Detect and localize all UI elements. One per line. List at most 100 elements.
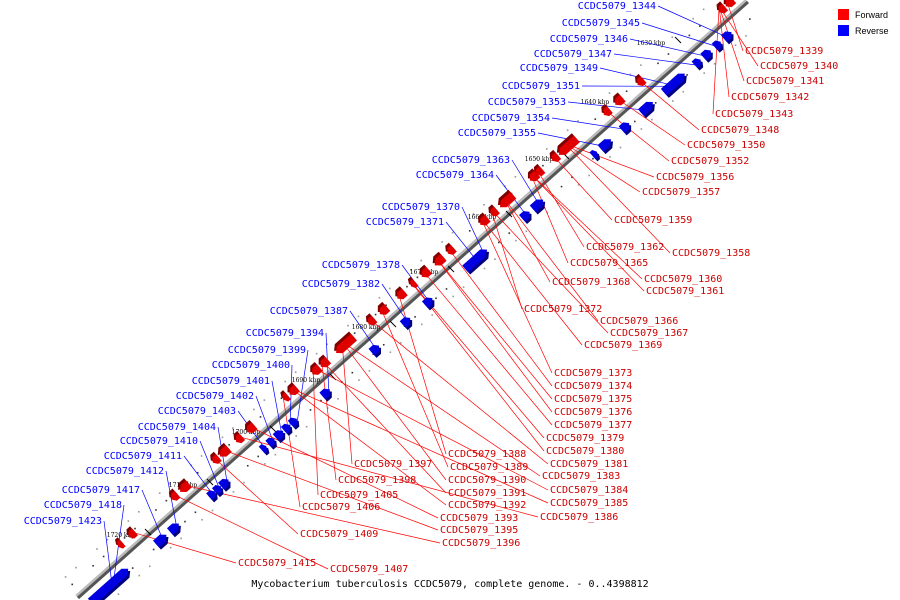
tick-mark bbox=[269, 425, 277, 433]
forward-gene-label: CCDC5079_1391 bbox=[448, 488, 526, 499]
minor-gene-marker bbox=[117, 593, 120, 595]
forward-gene bbox=[480, 214, 491, 226]
reverse-gene-leader bbox=[657, 5, 731, 40]
minor-gene-marker bbox=[515, 239, 517, 242]
minor-gene-marker bbox=[152, 548, 155, 551]
minor-gene-marker bbox=[280, 397, 283, 400]
tick-label: 1640 kbp bbox=[581, 99, 610, 106]
minor-gene-marker bbox=[382, 343, 385, 346]
minor-gene-marker bbox=[713, 62, 716, 65]
minor-gene-marker bbox=[640, 128, 643, 130]
minor-gene-marker bbox=[196, 471, 199, 474]
forward-gene bbox=[336, 333, 357, 354]
minor-gene-marker bbox=[699, 25, 701, 27]
reverse-gene bbox=[637, 101, 653, 116]
reverse-gene bbox=[265, 437, 275, 448]
forward-gene-label: CCDC5079_1373 bbox=[554, 368, 632, 379]
minor-gene-marker bbox=[494, 258, 496, 261]
reverse-gene bbox=[211, 485, 222, 495]
reverse-gene-label: CCDC5079_1344 bbox=[578, 1, 656, 12]
forward-gene-leader bbox=[490, 208, 609, 334]
minor-gene-marker bbox=[414, 316, 416, 318]
tick-mark bbox=[505, 210, 513, 218]
forward-gene-label: CCDC5079_1381 bbox=[550, 459, 628, 470]
reverse-gene-leader bbox=[271, 380, 283, 438]
minor-gene-marker bbox=[228, 444, 230, 446]
forward-gene-label: CCDC5079_1359 bbox=[614, 215, 692, 226]
reverse-gene bbox=[87, 568, 129, 600]
minor-gene-marker bbox=[232, 491, 235, 493]
legend-forward-label: Forward bbox=[855, 10, 888, 20]
reverse-gene-label: CCDC5079_1353 bbox=[488, 97, 566, 108]
forward-gene-label: CCDC5079_1386 bbox=[540, 512, 618, 523]
minor-gene-marker bbox=[409, 269, 412, 271]
minor-gene-marker bbox=[169, 546, 172, 549]
forward-gene-leader bbox=[490, 209, 523, 310]
minor-gene-marker bbox=[337, 397, 339, 400]
reverse-gene-label: CCDC5079_1345 bbox=[562, 18, 640, 29]
forward-gene-leader bbox=[290, 387, 447, 506]
forward-gene-label: CCDC5079_1356 bbox=[656, 172, 734, 183]
minor-gene-marker bbox=[608, 92, 611, 94]
forward-gene-label: CCDC5079_1374 bbox=[554, 381, 632, 392]
minor-gene-marker bbox=[566, 129, 569, 132]
minor-gene-marker bbox=[560, 185, 563, 188]
minor-gene-marker bbox=[374, 313, 377, 316]
forward-gene-leader bbox=[368, 317, 549, 465]
minor-gene-marker bbox=[671, 100, 674, 102]
forward-gene bbox=[116, 539, 126, 549]
forward-gene-label: CCDC5079_1361 bbox=[646, 286, 724, 297]
forward-gene-label: CCDC5079_1342 bbox=[731, 92, 809, 103]
forward-gene-leader bbox=[321, 359, 337, 481]
forward-gene-label: CCDC5079_1340 bbox=[760, 61, 838, 72]
minor-gene-marker bbox=[651, 118, 653, 121]
forward-gene-leader bbox=[480, 217, 583, 346]
minor-gene-marker bbox=[92, 564, 94, 567]
minor-gene-marker bbox=[347, 324, 349, 327]
minor-gene-marker bbox=[305, 425, 308, 428]
forward-gene-label: CCDC5079_1385 bbox=[550, 498, 628, 509]
minor-gene-marker bbox=[734, 44, 737, 46]
minor-gene-marker bbox=[535, 157, 538, 160]
minor-gene-marker bbox=[483, 267, 486, 270]
forward-gene-leader bbox=[236, 435, 539, 518]
tick-label: 1680 kbp bbox=[352, 324, 381, 331]
minor-gene-marker bbox=[472, 213, 475, 215]
forward-gene bbox=[219, 445, 232, 457]
minor-gene-marker bbox=[246, 464, 249, 467]
minor-gene-marker bbox=[545, 148, 548, 150]
minor-gene-marker bbox=[264, 463, 266, 465]
minor-gene-marker bbox=[353, 332, 356, 334]
reverse-gene-leader bbox=[641, 22, 721, 49]
minor-gene-marker bbox=[71, 583, 74, 586]
minor-gene-marker bbox=[243, 481, 245, 484]
tick-mark bbox=[447, 265, 455, 273]
minor-gene-marker bbox=[657, 62, 659, 65]
minor-gene-marker bbox=[592, 157, 594, 160]
minor-gene-marker bbox=[123, 537, 126, 539]
forward-gene-leader bbox=[718, 6, 745, 82]
minor-gene-marker bbox=[309, 409, 312, 411]
genome-axis bbox=[77, 0, 749, 600]
tick-mark bbox=[674, 36, 682, 44]
reverse-gene-label: CCDC5079_1346 bbox=[550, 34, 628, 45]
reverse-gene-leader bbox=[461, 206, 486, 258]
minor-gene-marker bbox=[594, 118, 597, 120]
reverse-gene-leader bbox=[567, 101, 650, 112]
forward-gene-leader bbox=[503, 197, 551, 283]
minor-gene-marker bbox=[138, 574, 141, 577]
minor-gene-marker bbox=[148, 565, 151, 568]
forward-gene-label: CCDC5079_1376 bbox=[554, 407, 632, 418]
minor-gene-marker bbox=[389, 287, 391, 290]
forward-gene-label: CCDC5079_1369 bbox=[584, 340, 662, 351]
forward-gene bbox=[718, 3, 729, 14]
forward-gene bbox=[725, 0, 737, 8]
forward-gene-leader bbox=[341, 341, 541, 477]
forward-gene bbox=[615, 94, 626, 106]
forward-gene bbox=[128, 528, 139, 539]
reverse-gene-leader bbox=[103, 520, 113, 589]
reverse-gene-leader bbox=[551, 117, 629, 131]
forward-gene-leader bbox=[435, 257, 553, 413]
reverse-gene bbox=[711, 40, 722, 51]
reverse-gene-label: CCDC5079_1378 bbox=[322, 260, 400, 271]
